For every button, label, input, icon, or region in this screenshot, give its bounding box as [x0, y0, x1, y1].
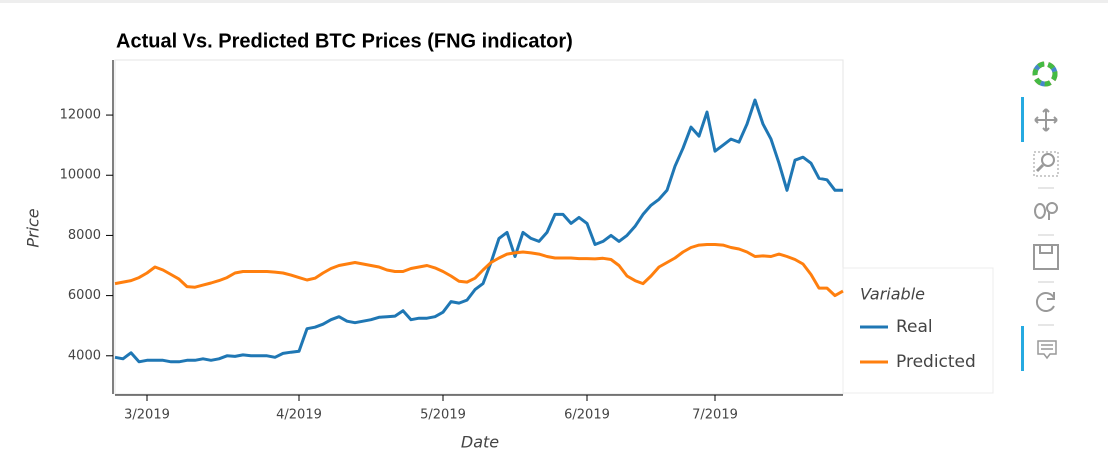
x-tick-label: 7/2019: [692, 408, 738, 423]
x-tick-label: 5/2019: [420, 408, 466, 423]
legend-title: Variable: [860, 285, 925, 304]
x-tick-label: 6/2019: [564, 408, 610, 423]
toolbar: [1021, 61, 1059, 371]
legend-label: Predicted: [896, 352, 976, 372]
line-series: [114, 98, 843, 364]
line-series: [114, 243, 844, 298]
x-tick-label: 4/2019: [276, 408, 322, 423]
tool-active: [1021, 97, 1024, 142]
y-tick-label: 6000: [68, 288, 101, 303]
wheel-zoom-tool[interactable]: [1034, 202, 1058, 220]
y-tick-label: 10000: [60, 168, 101, 183]
x-tick-label: 3/2019: [124, 408, 170, 423]
tool-active: [1021, 326, 1024, 371]
y-tick-label: 4000: [68, 348, 101, 363]
box-zoom-tool[interactable]: [1033, 151, 1059, 177]
chart-title: Actual Vs. Predicted BTC Prices (FNG ind…: [116, 30, 573, 52]
x-axis-label: Date: [461, 433, 499, 452]
legend-box: [842, 267, 994, 394]
top-border: [0, 0, 1108, 3]
y-axis-label: Price: [24, 208, 43, 247]
hover-tool[interactable]: [1037, 340, 1057, 360]
pan-tool[interactable]: [1034, 108, 1058, 132]
reset-tool[interactable]: [1035, 292, 1055, 312]
y-tick-label: 8000: [68, 228, 101, 243]
legend-label: Real: [896, 317, 933, 337]
y-tick-label: 12000: [60, 108, 101, 123]
plot-area: [114, 59, 844, 395]
save-tool[interactable]: [1033, 244, 1059, 270]
logo: [1032, 61, 1058, 87]
